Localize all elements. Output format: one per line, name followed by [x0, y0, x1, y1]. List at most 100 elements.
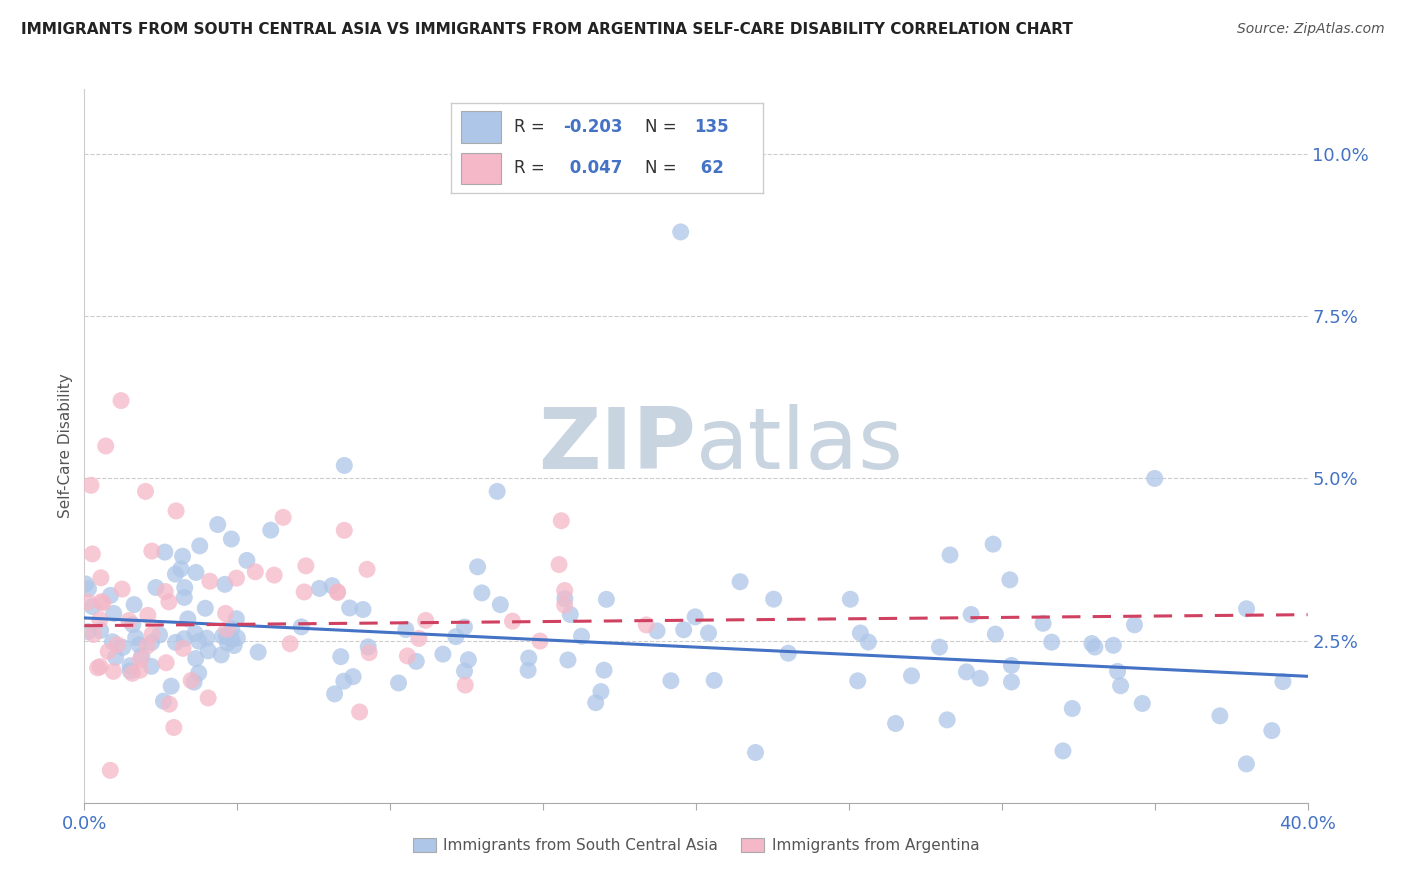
Text: IMMIGRANTS FROM SOUTH CENTRAL ASIA VS IMMIGRANTS FROM ARGENTINA SELF-CARE DISABI: IMMIGRANTS FROM SOUTH CENTRAL ASIA VS IM… [21, 22, 1073, 37]
Point [333, 458, 356, 473]
Point [323, 687, 346, 701]
Point [124, 631, 146, 645]
Point [329, 649, 352, 664]
Point [1000, 658, 1022, 673]
Point [595, 592, 617, 607]
Point [98, 764, 121, 778]
Point [184, 626, 207, 640]
Point [1236, 601, 1258, 615]
Point [165, 504, 187, 518]
Point [669, 225, 692, 239]
Point [356, 562, 378, 576]
Point [226, 631, 249, 645]
Point [290, 620, 312, 634]
Point [128, 638, 150, 652]
Point [502, 614, 524, 628]
Point [342, 670, 364, 684]
Point [1271, 674, 1294, 689]
Point [408, 632, 430, 646]
Point [141, 627, 163, 641]
Point [195, 631, 218, 645]
Point [295, 558, 318, 573]
Point [560, 607, 582, 622]
Point [173, 591, 195, 605]
Text: atlas: atlas [696, 404, 904, 488]
Point [207, 517, 229, 532]
Point [939, 548, 962, 562]
Point [183, 675, 205, 690]
Point [529, 634, 551, 648]
Point [184, 651, 207, 665]
Point [1109, 679, 1132, 693]
Point [471, 586, 494, 600]
Point [357, 640, 380, 654]
Point [101, 634, 124, 648]
Point [928, 640, 950, 654]
Point [1107, 665, 1129, 679]
Point [214, 607, 236, 621]
Point [778, 646, 800, 660]
Point [1032, 616, 1054, 631]
Point [145, 581, 167, 595]
Point [77, 595, 100, 609]
Point [517, 651, 540, 665]
Point [308, 582, 330, 596]
Point [121, 666, 143, 681]
Point [157, 595, 180, 609]
Point [1000, 675, 1022, 690]
Point [129, 663, 152, 677]
Point [197, 690, 219, 705]
Point [969, 671, 991, 685]
Point [1123, 617, 1146, 632]
Point [339, 601, 361, 615]
Point [155, 656, 177, 670]
Point [683, 610, 706, 624]
Point [180, 673, 202, 688]
Point [278, 637, 301, 651]
Point [981, 537, 1004, 551]
Point [415, 614, 437, 628]
Point [221, 622, 243, 636]
Point [247, 645, 270, 659]
Point [245, 565, 267, 579]
Point [197, 644, 219, 658]
Point [89, 613, 111, 627]
Point [554, 591, 576, 606]
Point [157, 697, 180, 711]
Point [221, 632, 243, 647]
Point [548, 558, 571, 572]
Point [884, 716, 907, 731]
Point [152, 694, 174, 708]
Point [80, 478, 103, 492]
Point [141, 659, 163, 673]
Point [141, 544, 163, 558]
Point [593, 663, 616, 677]
Point [97, 644, 120, 658]
Point [454, 678, 477, 692]
Point [136, 608, 159, 623]
Point [155, 584, 177, 599]
Point [936, 713, 959, 727]
Point [1143, 471, 1166, 485]
Point [111, 582, 134, 596]
Point [1081, 636, 1104, 650]
Point [118, 658, 141, 673]
Point [260, 523, 283, 537]
Point [762, 592, 785, 607]
Point [141, 635, 163, 649]
Point [90, 594, 112, 608]
Point [589, 684, 612, 698]
Point [349, 705, 371, 719]
Point [858, 635, 880, 649]
Point [395, 623, 418, 637]
Point [405, 654, 427, 668]
Point [211, 629, 233, 643]
Point [89, 659, 111, 673]
Point [333, 674, 356, 689]
Point [998, 573, 1021, 587]
Point [136, 639, 159, 653]
Point [160, 679, 183, 693]
Point [333, 524, 356, 538]
Point [111, 640, 134, 655]
Point [163, 721, 186, 735]
